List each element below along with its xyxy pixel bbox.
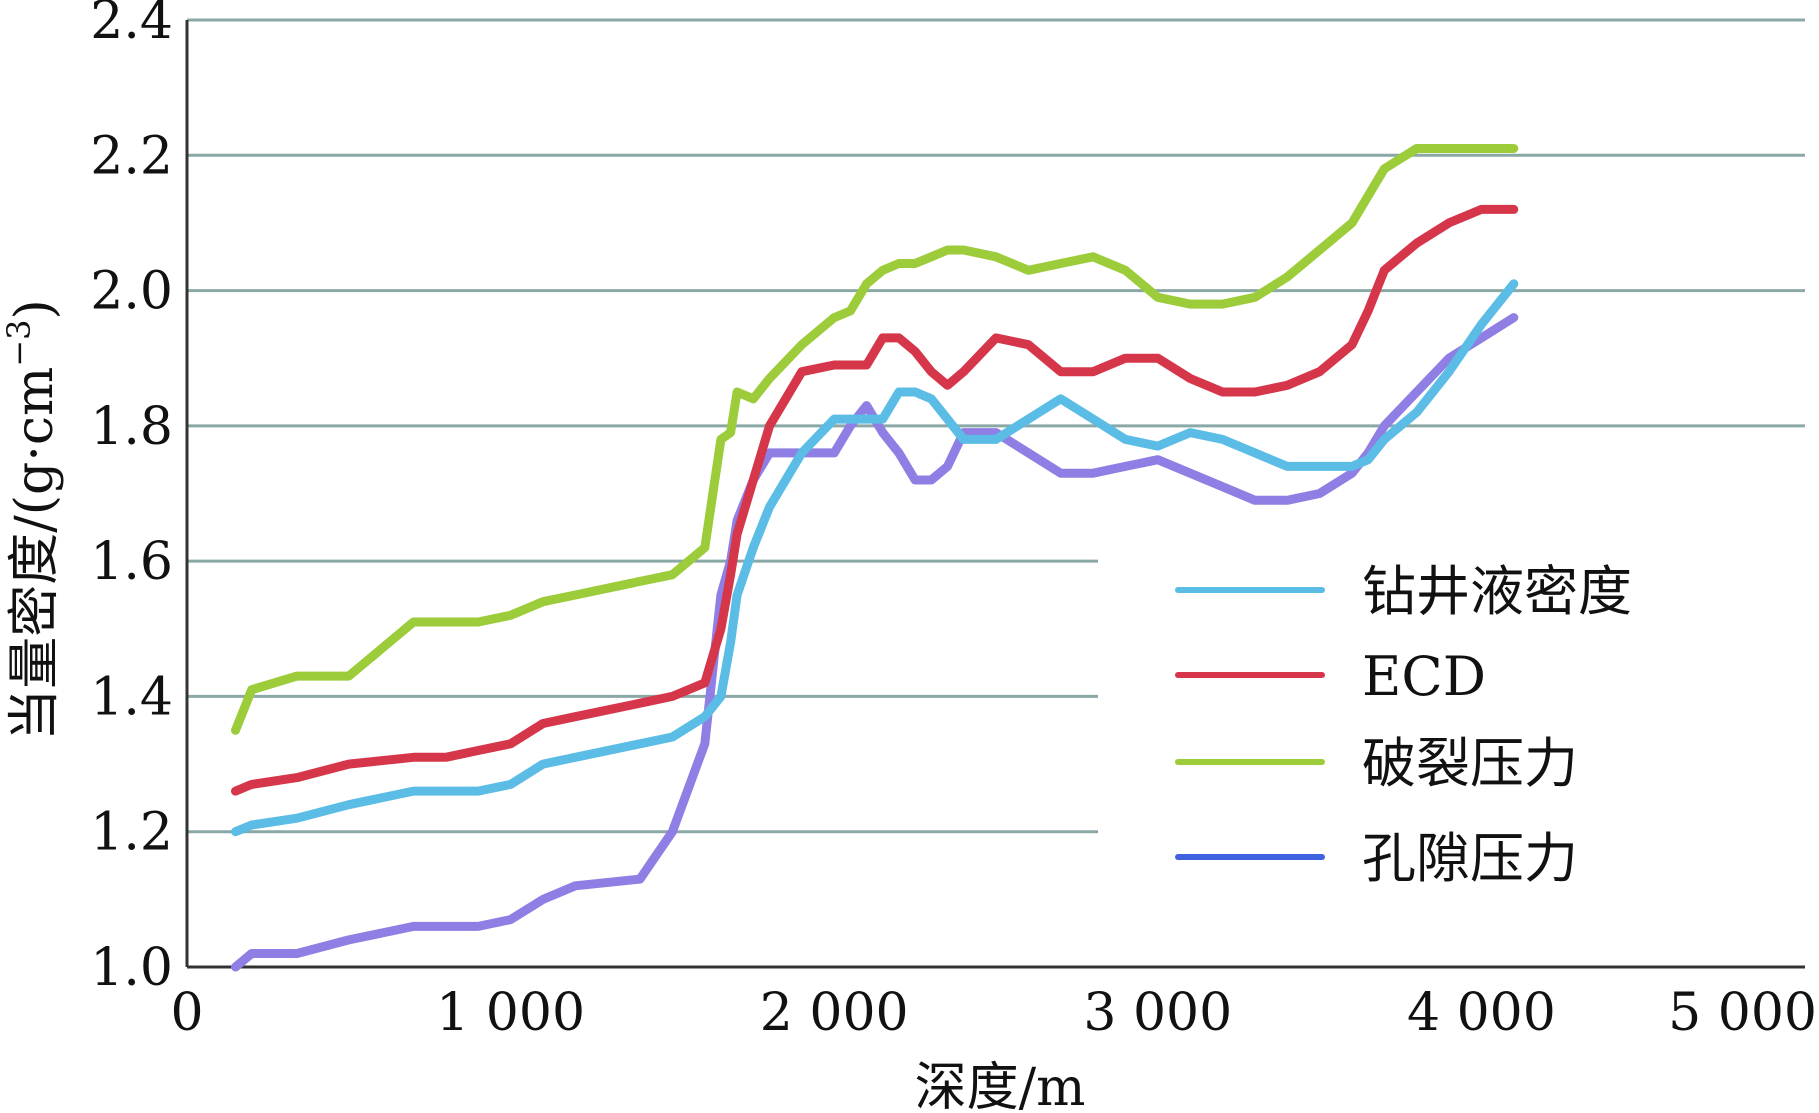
- y-tick-label: 1.0: [90, 938, 173, 998]
- y-axis-title-close: ): [5, 299, 65, 319]
- y-tick-label: 1.4: [90, 667, 173, 727]
- legend-label: 钻井液密度: [1362, 560, 1632, 623]
- legend-label: 破裂压力: [1362, 732, 1578, 795]
- series-line-0: [231, 279, 1519, 837]
- series-layer: [231, 144, 1519, 972]
- y-axis-title: 当量密度/(g·cm−3): [0, 299, 65, 741]
- legend-label: 孔隙压力: [1362, 827, 1578, 890]
- series-line-2: [231, 144, 1519, 735]
- x-tick-label: 4 000: [1407, 983, 1556, 1043]
- y-tick-label: 2.0: [90, 262, 173, 322]
- x-tick-label: 1 000: [436, 983, 585, 1043]
- y-axis-title-main: 当量密度/(g·cm: [5, 367, 65, 741]
- x-tick-label: 3 000: [1083, 983, 1232, 1043]
- x-tick-labels: 0 1 000 2 000 3 000 4 000 5 000: [170, 983, 1817, 1043]
- x-tick-label: 0: [170, 983, 203, 1043]
- y-tick-label: 1.6: [90, 532, 173, 592]
- x-axis-title: 深度/m: [915, 1058, 1086, 1113]
- y-tick-label: 2.4: [90, 0, 173, 51]
- legend-label: ECD: [1362, 645, 1486, 708]
- y-tick-label: 1.2: [90, 803, 173, 863]
- y-tick-label: 1.8: [90, 397, 173, 457]
- x-tick-label: 5 000: [1668, 983, 1817, 1043]
- y-tick-labels: 1.0 1.2 1.4 1.6 1.8 2.0 2.2 2.4: [90, 0, 173, 998]
- grid-layer: [187, 18, 1805, 834]
- series-line-1: [231, 204, 1519, 796]
- y-tick-label: 2.2: [90, 126, 173, 186]
- y-axis-title-exponent: −3: [0, 320, 38, 367]
- x-tick-label: 2 000: [760, 983, 909, 1043]
- axis-layer: [185, 20, 1805, 969]
- svg-text:当量密度/(g·cm−3): 当量密度/(g·cm−3): [0, 299, 65, 741]
- series-line-3: [231, 313, 1519, 972]
